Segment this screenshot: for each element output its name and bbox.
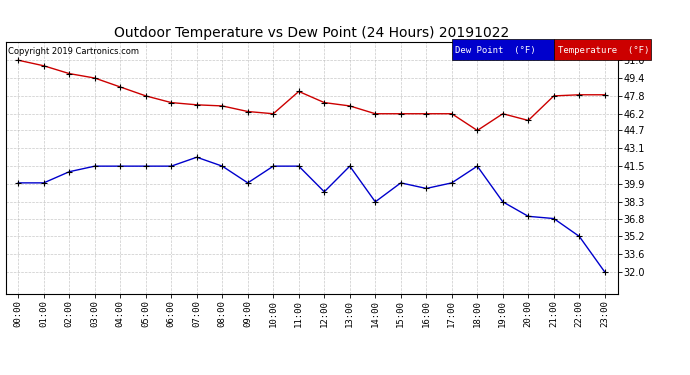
Text: Dew Point  (°F): Dew Point (°F)	[455, 46, 536, 55]
Title: Outdoor Temperature vs Dew Point (24 Hours) 20191022: Outdoor Temperature vs Dew Point (24 Hou…	[114, 26, 509, 40]
Text: Copyright 2019 Cartronics.com: Copyright 2019 Cartronics.com	[8, 47, 139, 56]
Text: Temperature  (°F): Temperature (°F)	[558, 46, 649, 55]
